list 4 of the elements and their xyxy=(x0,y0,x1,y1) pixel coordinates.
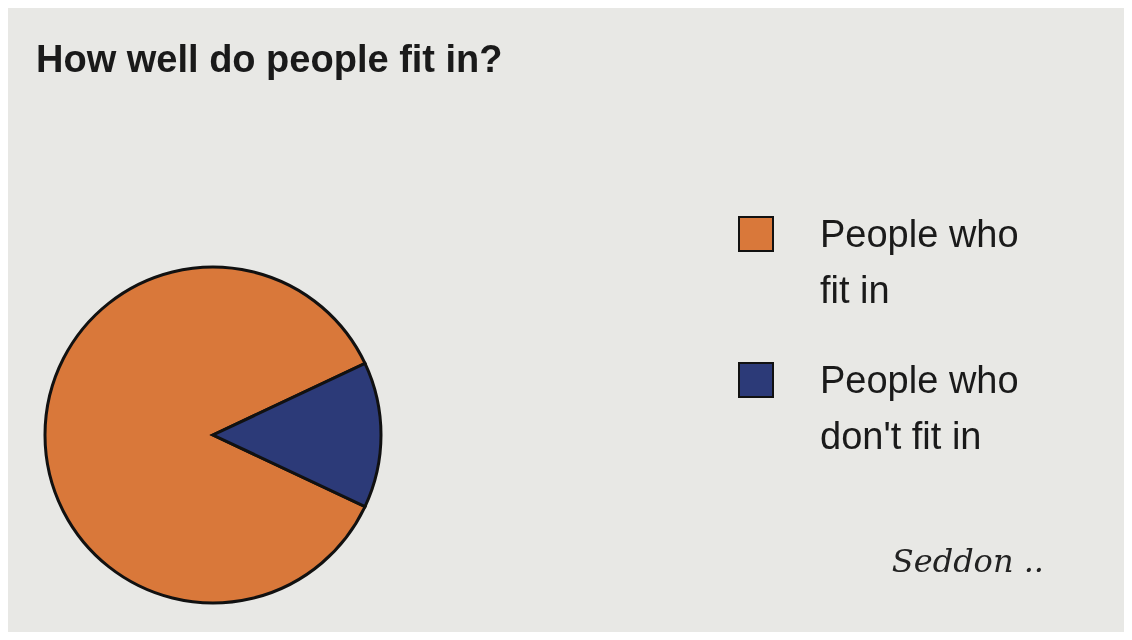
chart-title: How well do people fit in? xyxy=(36,38,503,81)
legend-label: People who fit in xyxy=(820,212,1020,313)
legend-label: People who don't fit in xyxy=(820,358,1020,459)
text: Seddon .. xyxy=(891,542,1044,580)
